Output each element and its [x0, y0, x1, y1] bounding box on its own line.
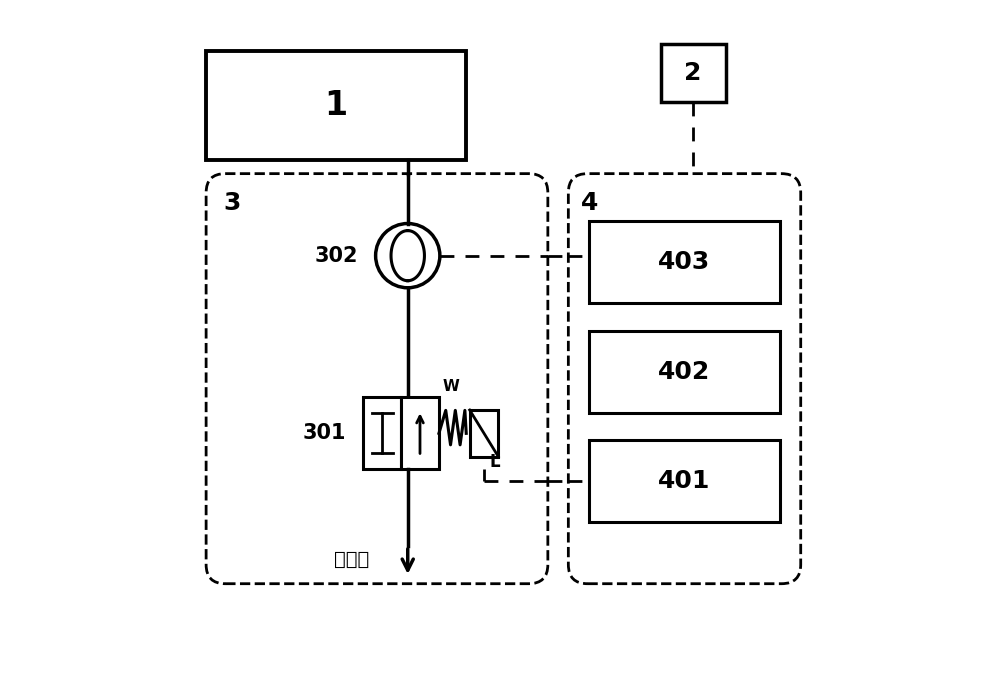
- Bar: [661, 44, 726, 102]
- Bar: [589, 221, 780, 303]
- Text: 402: 402: [658, 360, 711, 384]
- Text: W: W: [443, 379, 460, 394]
- Bar: [206, 50, 466, 160]
- Bar: [363, 398, 401, 469]
- Text: 301: 301: [303, 423, 346, 443]
- Bar: [470, 410, 498, 457]
- Text: 302: 302: [315, 246, 359, 266]
- Bar: [401, 398, 439, 469]
- Text: 401: 401: [658, 469, 711, 493]
- Text: 2: 2: [684, 61, 702, 85]
- Text: 1: 1: [324, 89, 348, 122]
- Text: 进水口: 进水口: [334, 551, 369, 569]
- Bar: [589, 440, 780, 522]
- Text: L: L: [489, 453, 500, 471]
- Text: 3: 3: [223, 191, 241, 215]
- Bar: [589, 331, 780, 413]
- Text: 403: 403: [658, 251, 711, 274]
- Text: 4: 4: [581, 191, 598, 215]
